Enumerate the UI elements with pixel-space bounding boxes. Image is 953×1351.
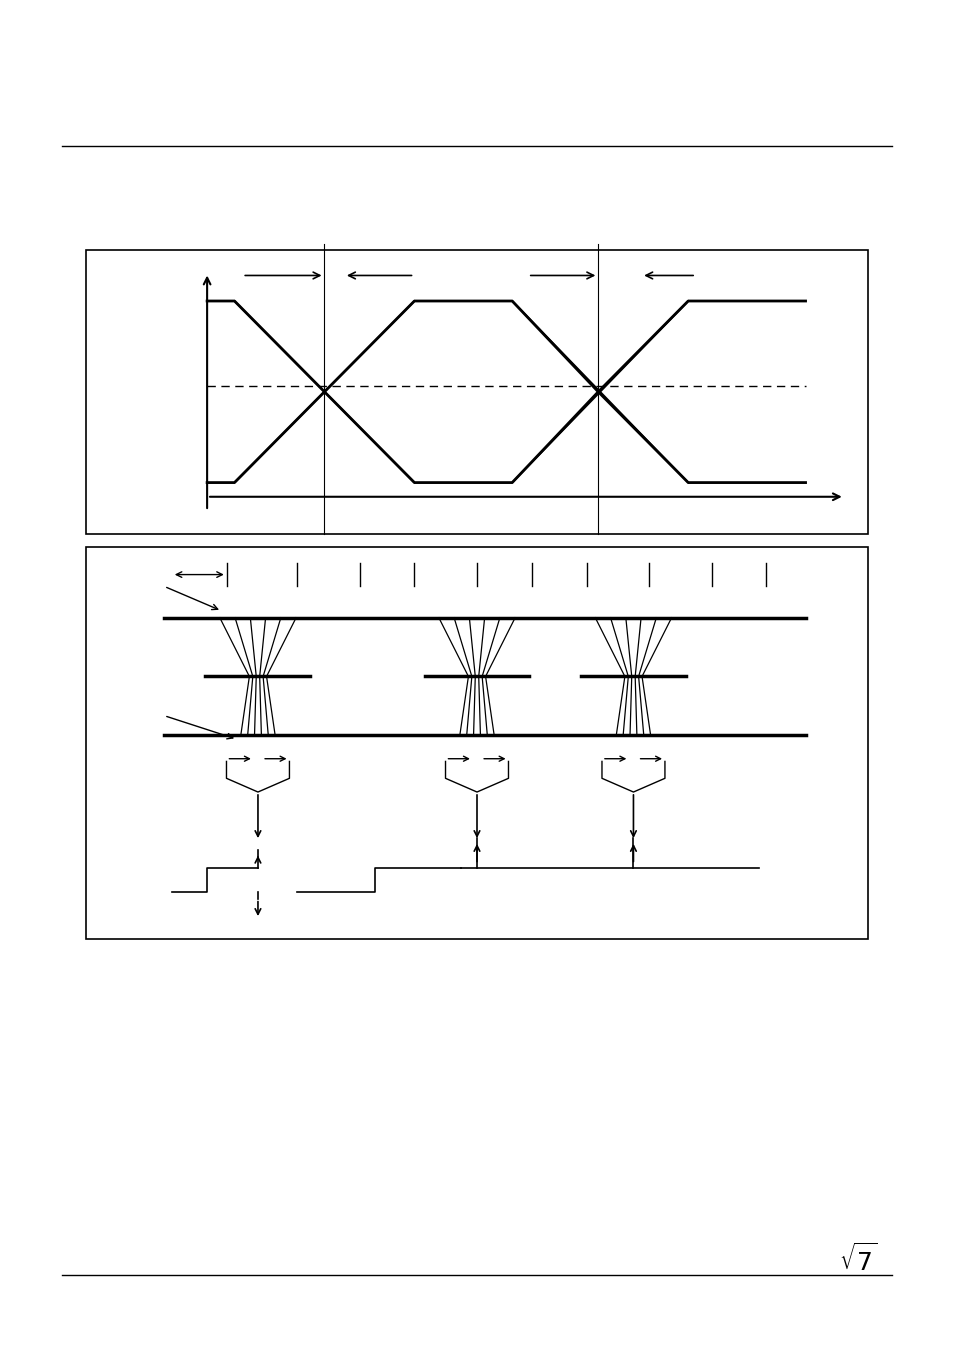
Text: $\sqrt{7}$: $\sqrt{7}$ [839, 1243, 877, 1275]
Bar [86, 547, 867, 939]
Bar [86, 250, 867, 534]
